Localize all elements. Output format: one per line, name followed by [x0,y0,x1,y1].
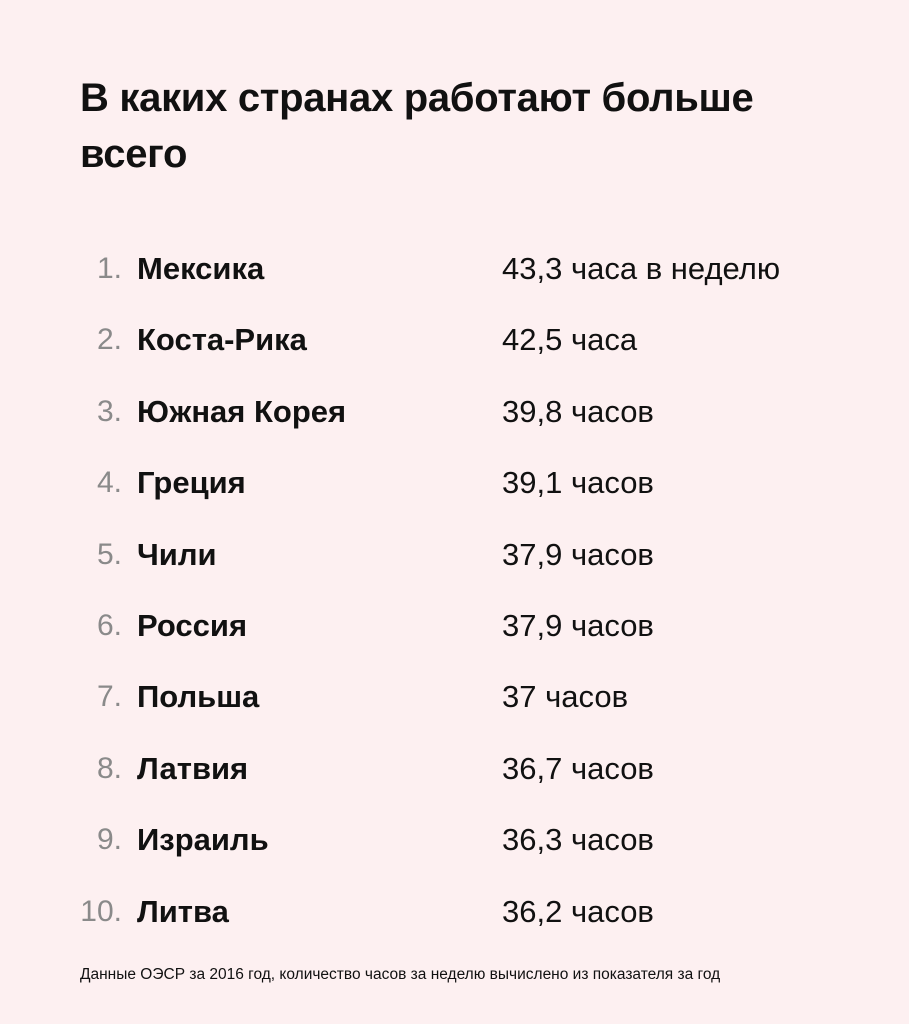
hours-value: 43,3 часа в неделю [502,251,781,286]
hours-value: 36,2 часов [502,894,654,929]
hours-value: 36,7 часов [502,751,654,786]
rank-number: 8. [96,752,122,785]
rank-number: 6. [96,609,122,642]
rank-number: 9. [96,823,122,856]
hours-value: 37,9 часов [502,537,654,572]
rank-number: 1. [96,252,122,285]
table-row: 5. Чили 37,9 часов [0,533,909,577]
hours-value: 36,3 часов [502,822,654,857]
table-row: 10. Литва 36,2 часов [0,890,909,934]
rank-number: 5. [96,538,122,571]
rank-number: 3. [96,395,122,428]
table-row: 8. Латвия 36,7 часов [0,747,909,791]
country-name: Литва [137,894,229,929]
country-name: Коста-Рика [137,322,307,357]
country-name: Израиль [137,822,269,857]
country-name: Мексика [137,251,265,286]
hours-value: 37 часов [502,679,629,714]
table-row: 2. Коста-Рика 42,5 часа [0,318,909,362]
country-name: Латвия [137,751,249,786]
hours-value: 37,9 часов [502,608,654,643]
hours-value: 39,8 часов [502,394,654,429]
rank-number: 2. [96,323,122,356]
country-name: Польша [137,679,260,714]
rank-number: 4. [96,466,122,499]
hours-value: 39,1 часов [502,465,654,500]
table-row: 6. Россия 37,9 часов [0,604,909,648]
country-name: Южная Корея [137,394,347,429]
rank-number: 7. [96,680,122,713]
rank-number: 10. [80,895,122,928]
table-row: 3. Южная Корея 39,8 часов [0,390,909,434]
source-footnote: Данные ОЭСР за 2016 год, количество часо… [80,966,721,983]
country-name: Чили [137,537,217,572]
page-title: В каких странах работают больше всего [80,76,754,176]
country-name: Греция [137,465,246,500]
table-row: 9. Израиль 36,3 часов [0,818,909,862]
table-row: 1. Мексика 43,3 часа в неделю [0,247,909,291]
hours-value: 42,5 часа [502,322,638,357]
country-name: Россия [137,608,248,643]
table-row: 7. Польша 37 часов [0,675,909,719]
table-row: 4. Греция 39,1 часов [0,461,909,505]
